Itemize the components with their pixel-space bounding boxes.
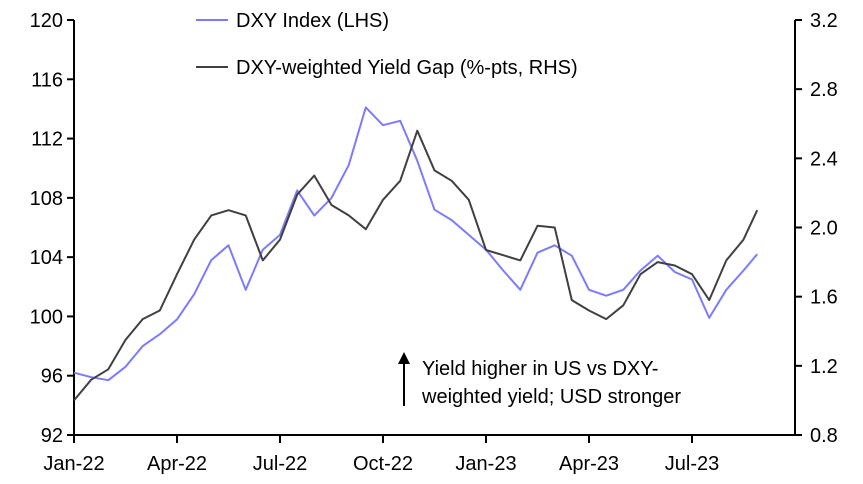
x-tick-label: Jul-22 [253, 453, 307, 475]
x-tick-label: Jan-22 [43, 453, 104, 475]
legend: DXY Index (LHS) DXY-weighted Yield Gap (… [196, 10, 578, 79]
series-group [73, 106, 759, 402]
x-tick-label: Oct-22 [353, 453, 413, 475]
annotation-line-1: Yield higher in US vs DXY- [422, 358, 658, 380]
x-tick-label: Jan-23 [455, 453, 516, 475]
right-tick-label: 0.8 [810, 425, 838, 447]
left-tick-label: 104 [30, 247, 63, 269]
dxy-index-line [73, 106, 758, 382]
legend-label-dxy: DXY Index (LHS) [236, 10, 389, 32]
right-tick-label: 1.6 [810, 287, 838, 309]
right-tick-label: 2.0 [810, 218, 838, 240]
right-tick-label: 1.2 [810, 356, 838, 378]
left-tick-label: 92 [41, 425, 63, 447]
left-tick-label: 120 [30, 10, 63, 32]
left-tick-label: 108 [30, 188, 63, 210]
left-tick-label: 116 [31, 69, 63, 91]
annotation-line-2: weighted yield; USD stronger [421, 386, 681, 408]
x-tick-label: Apr-22 [147, 453, 207, 475]
x-tick-label: Apr-23 [559, 453, 619, 475]
yield-gap-line [73, 129, 759, 402]
right-tick-label: 3.2 [810, 10, 838, 32]
annotation: Yield higher in US vs DXY- weighted yiel… [398, 352, 681, 408]
x-tick-label: Jul-23 [665, 453, 719, 475]
legend-label-yield-gap: DXY-weighted Yield Gap (%-pts, RHS) [236, 57, 578, 79]
left-tick-label: 96 [41, 366, 63, 388]
arrow-head [398, 352, 410, 364]
axes: 92 96 100 104 108 112 116 120 0.8 1.2 1.6 2.0 2.4 2.8… [30, 10, 838, 475]
left-tick-label: 112 [31, 129, 63, 151]
right-tick-label: 2.4 [810, 148, 838, 170]
left-tick-label: 100 [30, 306, 63, 328]
right-tick-label: 2.8 [810, 79, 838, 101]
